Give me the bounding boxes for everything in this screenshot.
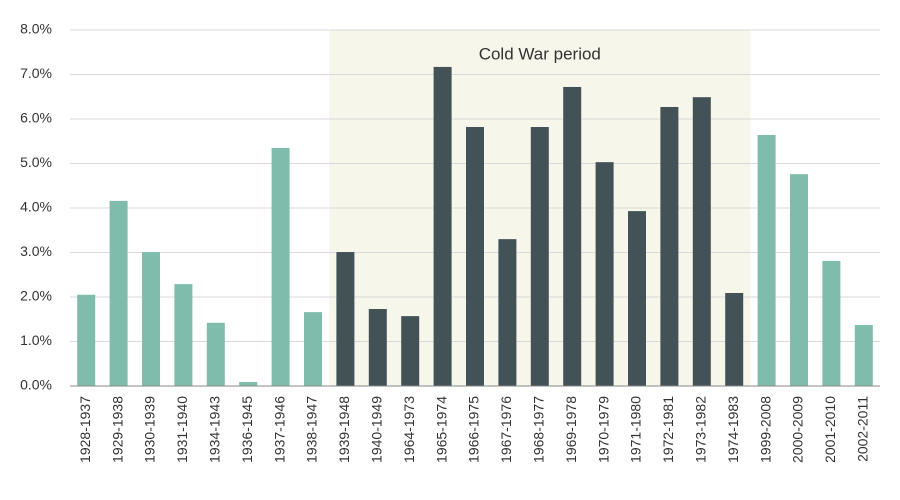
x-tick-label: 1939-1948 — [336, 396, 352, 463]
bar — [660, 106, 679, 387]
bar — [822, 260, 841, 386]
bar — [271, 147, 290, 386]
y-tick-label: 0.0% — [20, 377, 52, 393]
x-tick-label: 1931-1940 — [174, 396, 190, 463]
y-tick-label: 3.0% — [20, 243, 52, 259]
x-tick-label: 1970-1979 — [595, 396, 611, 463]
x-tick-label: 1934-1943 — [207, 396, 223, 463]
x-tick-label: 1974-1983 — [725, 396, 741, 463]
bar — [336, 252, 355, 386]
x-tick-label: 1930-1939 — [142, 396, 158, 463]
x-tick-label: 1938-1947 — [304, 396, 320, 463]
y-tick-label: 2.0% — [20, 288, 52, 304]
bar — [77, 294, 96, 386]
bar — [725, 292, 744, 386]
bar — [757, 135, 776, 386]
bar — [530, 127, 549, 386]
x-tick-label: 1965-1974 — [433, 396, 449, 463]
bar — [109, 200, 128, 386]
y-tick-label: 8.0% — [20, 21, 52, 37]
y-tick-label: 6.0% — [20, 110, 52, 126]
bar — [563, 86, 582, 387]
x-tick-label: 2002-2011 — [855, 396, 871, 462]
x-tick-label: 2000-2009 — [790, 396, 806, 463]
bar — [368, 309, 387, 386]
bar — [854, 325, 873, 386]
y-tick-label: 1.0% — [20, 332, 52, 348]
bar — [790, 174, 808, 386]
x-tick-label: 1940-1949 — [369, 396, 385, 463]
bar — [304, 312, 322, 386]
x-tick-label: 1966-1975 — [466, 396, 482, 463]
x-tick-label: 1964-1973 — [401, 396, 417, 463]
x-tick-label: 1999-2008 — [757, 396, 773, 463]
x-tick-label: 1936-1945 — [239, 396, 255, 463]
x-tick-label: 1973-1982 — [693, 396, 709, 463]
x-tick-label: 1929-1938 — [109, 396, 125, 463]
x-tick-label: 1967-1976 — [498, 396, 514, 463]
x-tick-label: 1937-1946 — [271, 396, 287, 463]
y-tick-label: 5.0% — [20, 154, 52, 170]
x-tick-label: 2001-2010 — [822, 396, 838, 463]
bar — [239, 381, 258, 386]
x-tick-label: 1928-1937 — [77, 396, 93, 463]
bar — [206, 322, 225, 386]
bar — [401, 316, 420, 386]
y-tick-label: 7.0% — [20, 65, 52, 81]
x-tick-label: 1972-1981 — [660, 396, 676, 463]
x-tick-label: 1971-1980 — [628, 396, 644, 463]
bar — [498, 239, 517, 386]
bar — [595, 162, 614, 386]
bar — [174, 284, 193, 386]
bar — [628, 211, 646, 386]
bar — [433, 66, 452, 386]
region-label: Cold War period — [479, 44, 601, 63]
x-tick-label: 1969-1978 — [563, 396, 579, 463]
x-tick-label: 1968-1977 — [531, 396, 547, 463]
bar — [692, 97, 711, 386]
y-tick-label: 4.0% — [20, 199, 52, 215]
bar — [142, 252, 160, 386]
bar — [466, 127, 484, 386]
